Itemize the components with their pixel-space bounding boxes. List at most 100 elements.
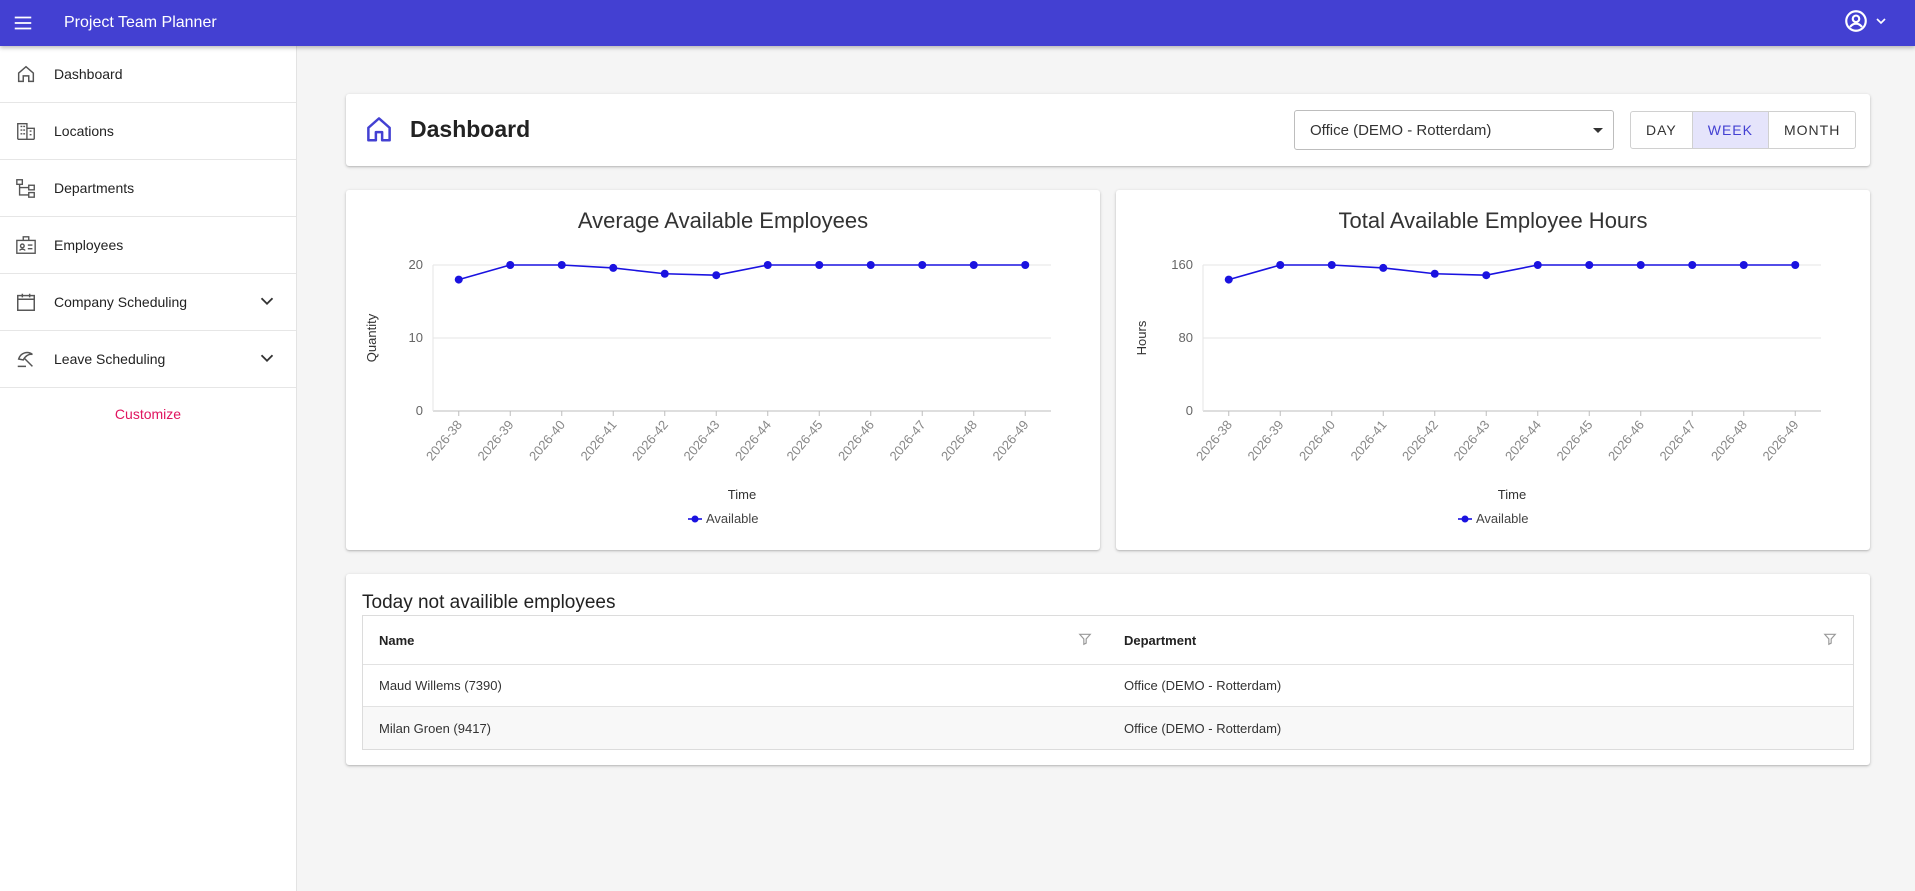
caret-down-icon bbox=[1593, 128, 1603, 133]
unavailable-employees-table: Name Department Maud Willems (7390) Offi… bbox=[362, 615, 1854, 750]
x-tick-label: 2026-46 bbox=[1605, 417, 1647, 463]
x-tick-label: 2026-44 bbox=[1502, 417, 1544, 463]
x-tick-label: 2026-49 bbox=[989, 417, 1031, 463]
x-tick-label: 2026-39 bbox=[474, 417, 516, 463]
page-title: Dashboard bbox=[410, 116, 531, 142]
sidebar-item-locations[interactable]: Locations bbox=[0, 103, 296, 160]
badge-icon bbox=[14, 233, 38, 257]
account-circle-icon bbox=[1845, 10, 1867, 32]
chart-title: Average Available Employees bbox=[578, 208, 868, 233]
calendar-icon bbox=[14, 290, 38, 314]
total-available-hours-card: Total Available Employee Hours 0 80 160 Hour… bbox=[1116, 190, 1870, 550]
data-point bbox=[763, 261, 772, 269]
period-month-button[interactable]: MONTH bbox=[1783, 122, 1841, 138]
location-select[interactable]: Office (DEMO - Rotterdam) bbox=[1294, 110, 1614, 150]
department-cell: Office (DEMO - Rotterdam) bbox=[1124, 720, 1282, 736]
series-line bbox=[1228, 264, 1796, 281]
beach-umbrella-icon bbox=[14, 347, 38, 371]
x-tick-label: 2026-38 bbox=[1193, 417, 1235, 463]
y-tick-label: 20 bbox=[409, 257, 423, 272]
y-axis-label: Hours bbox=[1134, 320, 1149, 355]
customize-link[interactable]: Customize bbox=[114, 406, 182, 422]
data-point bbox=[1021, 261, 1030, 269]
y-axis-label: Quantity bbox=[364, 313, 379, 362]
x-tick-label: 2026-42 bbox=[629, 417, 671, 463]
x-tick-label: 2026-49 bbox=[1759, 417, 1801, 463]
chevron-down-icon bbox=[1876, 18, 1886, 25]
x-tick-label: 2026-47 bbox=[1656, 417, 1698, 463]
x-tick-label: 2026-47 bbox=[886, 417, 928, 463]
user-account-menu[interactable] bbox=[1843, 8, 1889, 34]
chevron-down-icon[interactable] bbox=[256, 290, 278, 312]
x-tick-label: 2026-45 bbox=[783, 417, 825, 463]
x-tick-label: 2026-41 bbox=[1347, 417, 1389, 463]
table-row[interactable]: Milan Groen (9417) Office (DEMO - Rotter… bbox=[363, 707, 1853, 749]
x-tick-label: 2026-48 bbox=[1708, 417, 1750, 463]
employee-name-cell: Maud Willems (7390) bbox=[379, 678, 502, 693]
chevron-down-icon[interactable] bbox=[256, 347, 278, 369]
data-point bbox=[1739, 261, 1748, 269]
x-tick-label: 2026-39 bbox=[1244, 417, 1286, 463]
data-point bbox=[1430, 269, 1439, 278]
period-day-button[interactable]: DAY bbox=[1631, 112, 1693, 148]
x-tick-label: 2026-40 bbox=[1296, 417, 1338, 463]
x-tick-label: 2026-41 bbox=[577, 417, 619, 463]
x-tick-label: 2026-42 bbox=[1399, 417, 1441, 463]
app-title: Project Team Planner bbox=[64, 14, 217, 31]
data-point bbox=[866, 261, 875, 269]
column-header-department: Department bbox=[1108, 616, 1853, 664]
data-point bbox=[1791, 261, 1800, 269]
sidebar-item-label: Employees bbox=[54, 237, 124, 253]
x-tick-label: 2026-38 bbox=[423, 417, 465, 463]
column-header-label: Name bbox=[379, 632, 415, 648]
menu-icon bbox=[14, 16, 32, 30]
x-tick-label: 2026-46 bbox=[835, 417, 877, 463]
x-tick-label: 2026-48 bbox=[938, 417, 980, 463]
table-row[interactable]: Maud Willems (7390) Office (DEMO - Rotte… bbox=[363, 665, 1853, 707]
building-icon bbox=[14, 119, 38, 143]
filter-icon[interactable] bbox=[1078, 632, 1092, 646]
data-point bbox=[506, 261, 515, 269]
sidebar-item-departments[interactable]: Departments bbox=[0, 160, 296, 217]
data-point bbox=[1379, 263, 1388, 272]
x-axis-label: Time bbox=[1498, 487, 1526, 502]
x-tick-label: 2026-40 bbox=[526, 417, 568, 463]
sidebar-item-employees[interactable]: Employees bbox=[0, 217, 296, 274]
sidebar-item-leave-scheduling[interactable]: Leave Scheduling bbox=[0, 331, 296, 388]
sidebar-item-label: Company Scheduling bbox=[54, 294, 188, 310]
x-tick-label: 2026-43 bbox=[1450, 417, 1492, 463]
series-line bbox=[458, 264, 1026, 281]
filter-icon[interactable] bbox=[1823, 632, 1837, 646]
column-header-label: Department bbox=[1124, 632, 1197, 648]
legend-marker bbox=[1461, 515, 1469, 523]
table-title: Today not availible employees bbox=[362, 592, 616, 613]
sidebar-item-company-scheduling[interactable]: Company Scheduling bbox=[0, 274, 296, 331]
sidebar-item-dashboard[interactable]: Dashboard bbox=[0, 46, 296, 103]
y-tick-label: 10 bbox=[409, 330, 423, 345]
department-cell: Office (DEMO - Rotterdam) bbox=[1124, 678, 1282, 693]
legend-marker bbox=[691, 515, 699, 523]
y-tick-label: 0 bbox=[1186, 403, 1193, 418]
x-axis-label: Time bbox=[728, 487, 756, 502]
period-week-button[interactable]: WEEK bbox=[1692, 112, 1769, 148]
column-header-name: Name bbox=[363, 616, 1108, 664]
chart-title: Total Available Employee Hours bbox=[1339, 208, 1648, 233]
data-point bbox=[1688, 261, 1697, 269]
data-point bbox=[815, 261, 824, 269]
period-toggle-group: DAY WEEK MONTH bbox=[1630, 111, 1857, 149]
location-select-value: Office (DEMO - Rotterdam) bbox=[1310, 121, 1492, 139]
average-available-employees-chart: Average Available Employees 0 10 20 Quantity… bbox=[364, 208, 1051, 526]
data-point bbox=[1533, 261, 1542, 269]
total-available-hours-chart: Total Available Employee Hours 0 80 160 Hour… bbox=[1134, 208, 1821, 526]
unavailable-employees-card: Today not availible employees Name Depar… bbox=[346, 574, 1870, 765]
home-icon bbox=[364, 114, 394, 149]
data-point bbox=[918, 261, 927, 269]
hamburger-menu-button[interactable] bbox=[0, 0, 46, 46]
sidebar: Dashboard Locations Departments Employee… bbox=[0, 46, 297, 891]
data-point bbox=[1636, 261, 1645, 269]
data-point bbox=[1276, 261, 1285, 269]
x-tick-label: 2026-45 bbox=[1553, 417, 1595, 463]
average-available-employees-card: Average Available Employees 0 10 20 Quantity… bbox=[346, 190, 1100, 550]
hierarchy-icon bbox=[14, 176, 38, 200]
data-point bbox=[1327, 261, 1336, 269]
